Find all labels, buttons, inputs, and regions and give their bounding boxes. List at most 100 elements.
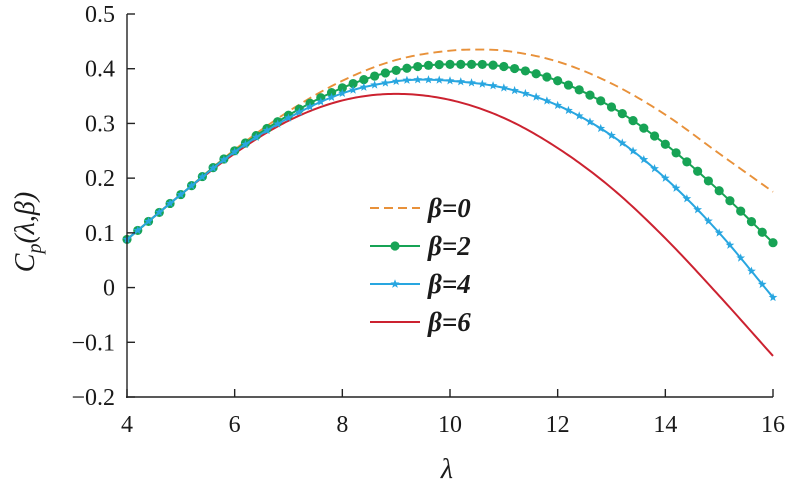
- series-point-beta-4: [262, 125, 272, 135]
- series-point-beta-2: [639, 123, 649, 133]
- series-point-beta-4: [639, 155, 649, 164]
- series-point-beta-4: [747, 266, 756, 275]
- series-point-beta-2: [649, 131, 660, 141]
- series-point-beta-4: [413, 75, 423, 84]
- x-tick-label: 12: [546, 412, 570, 438]
- series-point-beta-2: [660, 139, 670, 149]
- legend-label-beta-2: β=2: [427, 231, 471, 261]
- series-point-beta-2: [348, 78, 358, 89]
- series-point-beta-4: [327, 92, 336, 102]
- series-point-beta-2: [434, 59, 444, 70]
- series-point-beta-4: [230, 147, 240, 156]
- series-point-beta-4: [542, 96, 552, 105]
- series-point-beta-4: [359, 82, 369, 91]
- series-point-beta-2: [736, 206, 746, 216]
- series-point-beta-4: [165, 198, 175, 208]
- series-point-beta-4: [133, 225, 143, 235]
- series-point-beta-4: [574, 111, 584, 120]
- series-point-beta-4: [337, 88, 347, 98]
- series-point-beta-2: [370, 71, 380, 81]
- series-point-beta-4: [607, 130, 616, 140]
- series-point-beta-4: [499, 83, 509, 92]
- series-point-beta-2: [359, 75, 369, 85]
- series-point-beta-4: [187, 181, 196, 190]
- series-point-beta-4: [596, 123, 606, 133]
- legend-label-beta-6: β=6: [427, 307, 471, 337]
- series-point-beta-2: [326, 87, 337, 98]
- x-tick-label: 10: [438, 412, 462, 438]
- y-axis-title-base: C: [10, 253, 41, 272]
- series-point-beta-4: [424, 75, 433, 84]
- series-point-beta-4: [531, 92, 541, 101]
- series-point-beta-4: [714, 228, 724, 237]
- y-tick-label: −0.1: [71, 330, 115, 356]
- series-point-beta-4: [241, 139, 250, 149]
- series-point-beta-4: [477, 79, 487, 88]
- series-point-beta-2: [585, 90, 595, 100]
- series-point-beta-4: [736, 253, 746, 262]
- x-tick-label: 4: [121, 412, 133, 438]
- series-point-beta-4: [682, 194, 692, 203]
- legend: β=0 β=2 β=4 β=6: [370, 193, 471, 337]
- series-point-beta-4: [488, 81, 498, 90]
- series-point-beta-4: [510, 85, 519, 95]
- series-point-beta-2: [488, 60, 498, 70]
- axes-layer: [126, 13, 774, 398]
- series-point-beta-2: [563, 80, 574, 90]
- series-point-beta-4: [176, 189, 186, 199]
- series-point-beta-4: [671, 183, 681, 192]
- series-point-beta-4: [348, 85, 358, 94]
- series-point-beta-2: [682, 157, 692, 167]
- series-point-beta-4: [693, 205, 703, 214]
- series-point-beta-4: [445, 76, 455, 85]
- series-point-beta-2: [456, 59, 466, 69]
- legend-label-beta-4: β=4: [427, 269, 471, 299]
- series-point-beta-2: [337, 83, 347, 93]
- y-tick-label: 0.4: [85, 57, 115, 83]
- series-point-beta-4: [208, 163, 218, 172]
- series-point-beta-4: [197, 172, 207, 181]
- series-point-beta-4: [391, 76, 401, 86]
- tick-labels: 0.5 0.4 0.3 0.2 0.1 0 −0.1 −0.24 6 8 10 12 14 16: [71, 2, 785, 438]
- series-point-beta-4: [370, 80, 380, 89]
- y-axis-title-args: (λ,β): [10, 192, 41, 244]
- series-point-beta-2: [703, 176, 714, 186]
- y-tick-label: 0.2: [85, 166, 115, 192]
- series-point-beta-4: [520, 88, 530, 98]
- series-point-beta-2: [509, 63, 520, 74]
- series-point-beta-2: [671, 148, 681, 158]
- y-axis-title-sub: p: [24, 244, 46, 256]
- series-point-beta-4: [456, 77, 466, 86]
- series-point-beta-2: [466, 59, 477, 69]
- series-point-beta-4: [219, 155, 229, 164]
- series-point-beta-4: [650, 164, 659, 173]
- series-point-beta-4: [467, 78, 476, 87]
- legend-marker-beta-4: [390, 279, 400, 288]
- series-point-beta-4: [553, 100, 563, 110]
- y-tick-label: 0: [103, 276, 115, 302]
- series-point-beta-4: [585, 117, 595, 126]
- y-tick-label: 0.3: [85, 111, 115, 137]
- series-point-beta-2: [531, 69, 541, 79]
- series-point-beta-2: [768, 238, 778, 248]
- series-point-beta-2: [380, 68, 390, 78]
- series-point-beta-2: [391, 65, 401, 75]
- series-point-beta-4: [316, 97, 326, 106]
- series-point-beta-2: [693, 166, 703, 176]
- series-point-beta-4: [704, 216, 713, 225]
- series-point-beta-4: [294, 107, 304, 116]
- x-tick-label: 8: [336, 412, 348, 438]
- series-point-beta-2: [617, 109, 627, 119]
- series-point-beta-2: [596, 96, 606, 106]
- series-point-beta-2: [499, 61, 509, 72]
- series-point-beta-2: [520, 66, 530, 76]
- series-point-beta-4: [768, 292, 778, 302]
- legend-label-beta-0: β=0: [427, 193, 471, 223]
- series-point-beta-4: [144, 216, 153, 226]
- y-tick-label: 0.5: [85, 2, 115, 28]
- series-point-beta-2: [746, 217, 757, 227]
- x-tick-label: 6: [229, 412, 241, 438]
- series-point-beta-2: [757, 227, 767, 237]
- series-point-beta-2: [628, 116, 638, 126]
